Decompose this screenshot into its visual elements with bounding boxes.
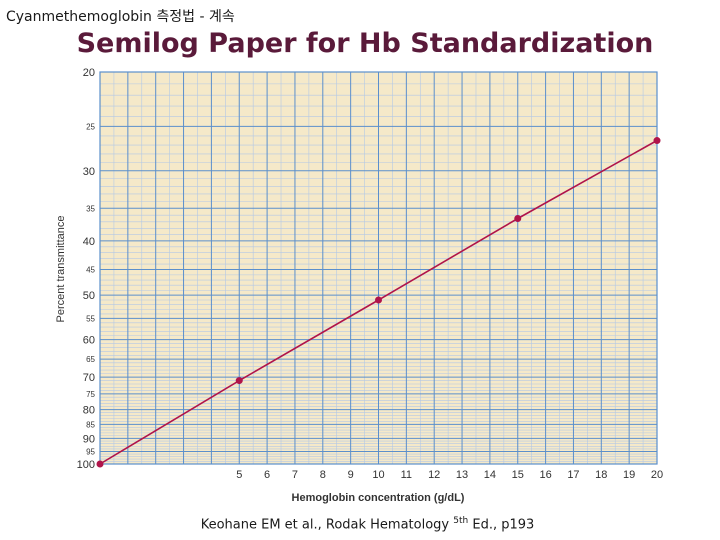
y-tick-label: 35 xyxy=(86,204,95,213)
x-tick-label: 18 xyxy=(595,469,607,481)
x-tick-label: 14 xyxy=(484,469,496,481)
y-tick-label: 50 xyxy=(83,290,95,302)
slide-title: Semilog Paper for Hb Standardization xyxy=(76,28,654,59)
y-tick-label: 60 xyxy=(83,335,95,347)
data-point xyxy=(235,377,243,385)
plot-frame xyxy=(99,71,658,465)
y-tick-label: 30 xyxy=(83,166,95,178)
data-point xyxy=(375,296,382,304)
x-tick-label: 19 xyxy=(623,469,635,481)
y-tick-label: 80 xyxy=(83,405,95,417)
x-tick-label: 9 xyxy=(348,469,354,481)
x-tick-label: 7 xyxy=(292,469,298,481)
reference-citation: Keohane EM et al., Rodak Hematology 5th … xyxy=(0,516,720,532)
x-tick-label: 13 xyxy=(456,469,468,481)
y-tick-label: 45 xyxy=(86,266,95,275)
reference-tail: Ed., p193 xyxy=(468,517,535,533)
y-tick-label: 70 xyxy=(83,372,95,384)
x-tick-labels: 5 6 7 8 9 10 11 12 13 14 15 16 17 18 19 20 xyxy=(236,469,663,481)
y-tick-label: 55 xyxy=(86,314,95,323)
x-tick-label: 10 xyxy=(372,469,384,481)
y-tick-label: 65 xyxy=(86,355,95,364)
x-axis-label: Hemoglobin concentration (g/dL) xyxy=(292,492,465,504)
y-tick-label: 95 xyxy=(86,448,95,457)
y-tick-label: 25 xyxy=(86,122,95,131)
reference-sup: 5th xyxy=(453,516,469,526)
x-tick-label: 6 xyxy=(264,469,270,481)
y-tick-label: 20 xyxy=(83,67,95,79)
x-tick-label: 16 xyxy=(539,469,551,481)
series xyxy=(96,137,661,468)
header-title: Cyanmethemoglobin 측정법 - 계속 xyxy=(6,9,235,25)
data-point xyxy=(96,460,104,468)
y-tick-label: 40 xyxy=(83,236,95,248)
reference-text: Keohane EM et al., Rodak Hematology xyxy=(200,517,454,533)
y-tick-label: 75 xyxy=(86,390,95,399)
y-tick-label: 90 xyxy=(83,433,95,445)
major-grid xyxy=(99,71,658,465)
y-tick-label: 85 xyxy=(86,420,95,429)
x-tick-label: 15 xyxy=(512,469,524,481)
x-tick-label: 17 xyxy=(567,469,579,481)
data-point xyxy=(653,137,661,145)
x-tick-label: 12 xyxy=(428,469,440,481)
y-axis-label: Percent transmittance xyxy=(55,216,67,323)
x-tick-label: 5 xyxy=(236,469,242,481)
y-tick-labels: 20 25 30 35 40 45 50 55 60 65 70 75 80 85 90 95 100 xyxy=(77,67,96,471)
x-tick-label: 8 xyxy=(320,469,326,481)
x-tick-label: 20 xyxy=(651,469,663,481)
x-tick-label: 11 xyxy=(401,469,412,481)
y-tick-label: 100 xyxy=(77,459,95,471)
data-point xyxy=(514,215,522,223)
